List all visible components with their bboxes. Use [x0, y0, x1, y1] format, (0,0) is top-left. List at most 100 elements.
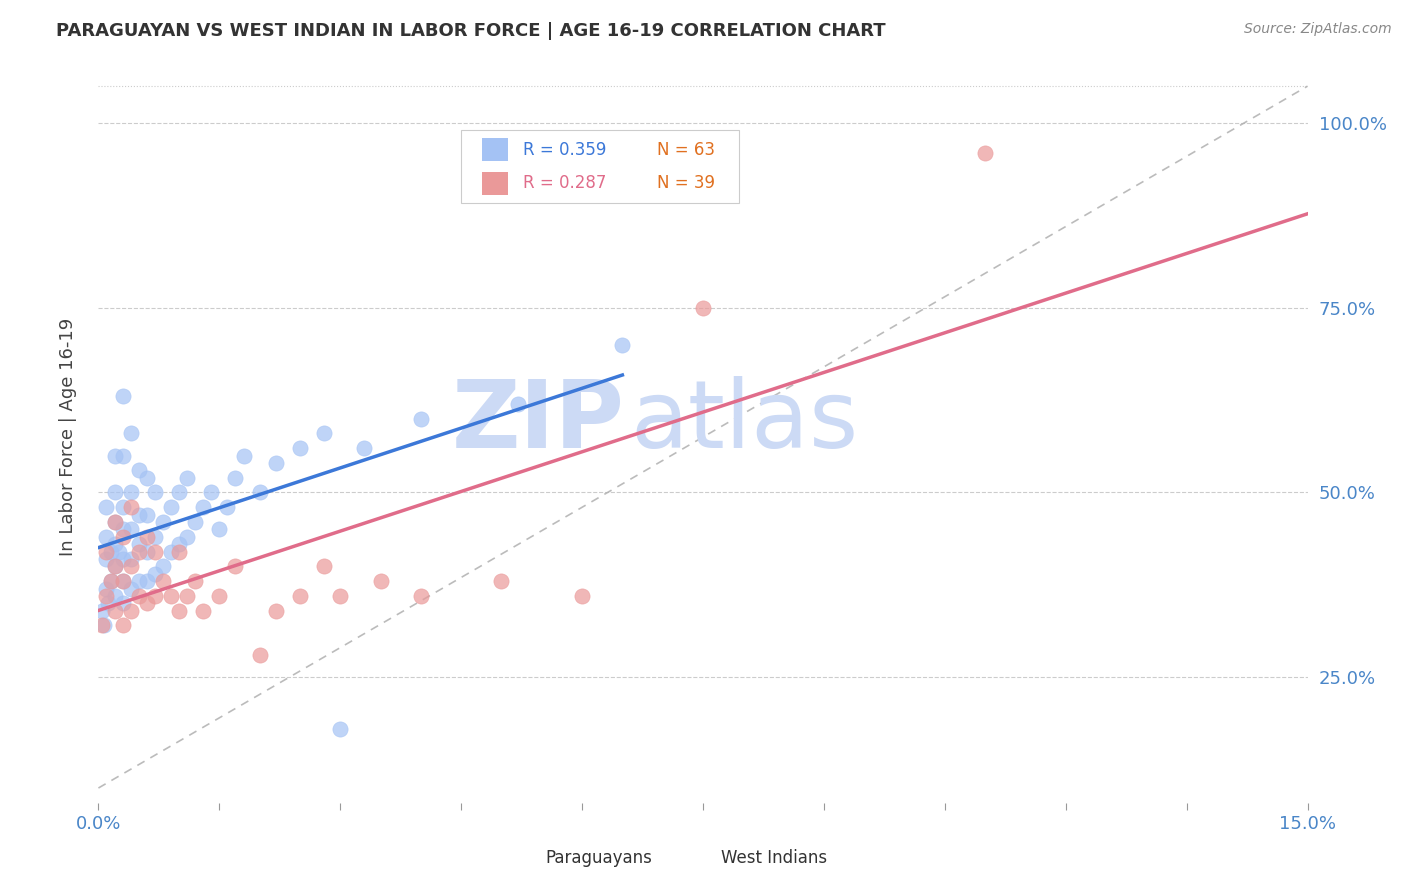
Point	[128, 544, 150, 558]
Point	[193, 604, 215, 618]
Point	[128, 508, 150, 522]
Point	[120, 523, 142, 537]
Point	[193, 500, 215, 515]
Point	[103, 515, 125, 529]
Point	[152, 515, 174, 529]
Point	[692, 301, 714, 315]
Point	[167, 544, 190, 558]
Point	[93, 618, 115, 632]
Point	[100, 544, 122, 558]
Point	[160, 589, 183, 603]
Point	[974, 145, 997, 160]
Point	[264, 604, 287, 618]
Point	[135, 530, 157, 544]
Point	[111, 596, 134, 610]
Point	[111, 530, 134, 544]
Point	[103, 559, 125, 574]
Point	[111, 574, 134, 589]
Point	[97, 596, 120, 610]
Point	[91, 604, 114, 618]
Point	[120, 582, 142, 596]
Point	[232, 449, 254, 463]
Point	[120, 500, 142, 515]
FancyBboxPatch shape	[690, 848, 717, 869]
Point	[353, 441, 375, 455]
Point	[409, 589, 432, 603]
Point	[506, 397, 529, 411]
Text: PARAGUAYAN VS WEST INDIAN IN LABOR FORCE | AGE 16-19 CORRELATION CHART: PARAGUAYAN VS WEST INDIAN IN LABOR FORCE…	[56, 22, 886, 40]
Point	[103, 449, 125, 463]
Point	[120, 485, 142, 500]
Point	[176, 471, 198, 485]
Point	[167, 604, 190, 618]
Point	[111, 389, 134, 403]
Point	[143, 566, 166, 581]
Point	[103, 515, 125, 529]
Point	[612, 337, 634, 351]
Text: ZIP: ZIP	[451, 376, 624, 468]
FancyBboxPatch shape	[461, 130, 740, 203]
Point	[96, 530, 118, 544]
Point	[491, 574, 513, 589]
Point	[167, 537, 190, 551]
Point	[176, 530, 198, 544]
Point	[91, 618, 114, 632]
Point	[314, 559, 336, 574]
Point	[96, 589, 118, 603]
Point	[208, 523, 231, 537]
Point	[135, 471, 157, 485]
Text: West Indians: West Indians	[721, 849, 827, 867]
FancyBboxPatch shape	[516, 848, 543, 869]
Point	[184, 574, 207, 589]
Point	[111, 523, 134, 537]
Point	[96, 552, 118, 566]
Point	[160, 544, 183, 558]
Point	[329, 589, 352, 603]
Point	[176, 589, 198, 603]
Text: atlas: atlas	[630, 376, 859, 468]
Point	[96, 544, 118, 558]
Text: N = 39: N = 39	[657, 174, 716, 193]
Point	[264, 456, 287, 470]
FancyBboxPatch shape	[482, 171, 509, 195]
Point	[135, 574, 157, 589]
Point	[96, 582, 118, 596]
Point	[111, 574, 134, 589]
Point	[152, 574, 174, 589]
Point	[111, 500, 134, 515]
Point	[152, 559, 174, 574]
Point	[111, 552, 134, 566]
Point	[370, 574, 392, 589]
Point	[288, 589, 311, 603]
Point	[135, 544, 157, 558]
Point	[107, 544, 129, 558]
Point	[143, 530, 166, 544]
Point	[249, 648, 271, 662]
Text: N = 63: N = 63	[657, 141, 716, 159]
Text: Source: ZipAtlas.com: Source: ZipAtlas.com	[1244, 22, 1392, 37]
FancyBboxPatch shape	[482, 138, 509, 161]
Point	[111, 449, 134, 463]
Text: R = 0.359: R = 0.359	[523, 141, 606, 159]
Point	[103, 604, 125, 618]
Point	[249, 485, 271, 500]
Point	[329, 722, 352, 736]
Point	[100, 574, 122, 589]
Point	[288, 441, 311, 455]
Point	[100, 574, 122, 589]
Y-axis label: In Labor Force | Age 16-19: In Labor Force | Age 16-19	[59, 318, 77, 557]
Point	[200, 485, 222, 500]
Point	[184, 515, 207, 529]
Point	[224, 559, 246, 574]
Point	[96, 500, 118, 515]
Point	[160, 500, 183, 515]
Point	[571, 589, 593, 603]
Point	[208, 589, 231, 603]
Point	[143, 485, 166, 500]
Point	[217, 500, 239, 515]
Point	[128, 463, 150, 477]
Point	[103, 589, 125, 603]
Point	[135, 596, 157, 610]
Point	[128, 589, 150, 603]
Point	[224, 471, 246, 485]
